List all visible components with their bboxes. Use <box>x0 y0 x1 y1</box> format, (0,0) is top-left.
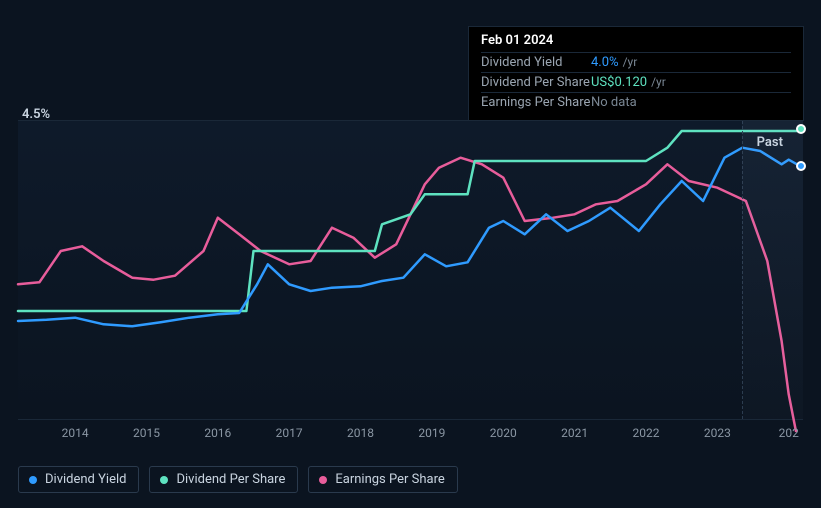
tooltip-label: Dividend Per Share <box>481 75 591 90</box>
tooltip-date: Feb 01 2024 <box>481 33 791 48</box>
x-axis: 2014 2015 2016 2017 2018 2019 2020 2021 2022 2023… <box>18 426 803 446</box>
chart-legend: Dividend Yield Dividend Per Share Earnin… <box>18 466 458 493</box>
series-end-dot <box>796 124 806 134</box>
past-label: Past <box>757 135 783 150</box>
x-axis-tick: 2017 <box>276 426 303 440</box>
tooltip-row-dps: Dividend Per Share US$0.120/yr <box>481 72 791 92</box>
chart-stage: Feb 01 2024 Dividend Yield 4.0%/yr Divid… <box>0 0 821 508</box>
x-axis-tick: 2020 <box>490 426 517 440</box>
past-shade <box>742 121 803 419</box>
tooltip-label: Earnings Per Share <box>481 95 591 110</box>
legend-label: Dividend Yield <box>45 472 126 487</box>
legend-item-eps[interactable]: Earnings Per Share <box>308 466 457 493</box>
chart-svg <box>18 121 803 419</box>
legend-swatch-icon <box>160 476 168 484</box>
legend-label: Dividend Per Share <box>176 472 285 487</box>
series-end-dot <box>796 161 806 171</box>
tooltip-value-nodata: No data <box>591 95 637 110</box>
legend-item-dps[interactable]: Dividend Per Share <box>149 466 298 493</box>
legend-swatch-icon <box>319 476 327 484</box>
x-axis-tick: 2018 <box>347 426 374 440</box>
x-axis-tick: 2022 <box>633 426 660 440</box>
chart-plot-area[interactable]: Past <box>18 120 803 420</box>
x-axis-tick: 2016 <box>204 426 231 440</box>
tooltip-label: Dividend Yield <box>481 55 591 70</box>
tooltip-value: US$0.120/yr <box>591 75 666 90</box>
x-axis-tick: 2023 <box>704 426 731 440</box>
x-axis-tick: 2014 <box>62 426 89 440</box>
tooltip-row-yield: Dividend Yield 4.0%/yr <box>481 52 791 72</box>
legend-swatch-icon <box>29 476 37 484</box>
tooltip-row-eps: Earnings Per Share No data <box>481 92 791 112</box>
x-axis-tick: 2021 <box>561 426 588 440</box>
tooltip-value: 4.0%/yr <box>591 55 637 70</box>
legend-label: Earnings Per Share <box>335 472 444 487</box>
x-axis-tick: 2019 <box>418 426 445 440</box>
chart-tooltip: Feb 01 2024 Dividend Yield 4.0%/yr Divid… <box>468 26 804 121</box>
x-axis-tick: 202 <box>779 426 799 440</box>
x-axis-tick: 2015 <box>133 426 160 440</box>
legend-item-yield[interactable]: Dividend Yield <box>18 466 139 493</box>
